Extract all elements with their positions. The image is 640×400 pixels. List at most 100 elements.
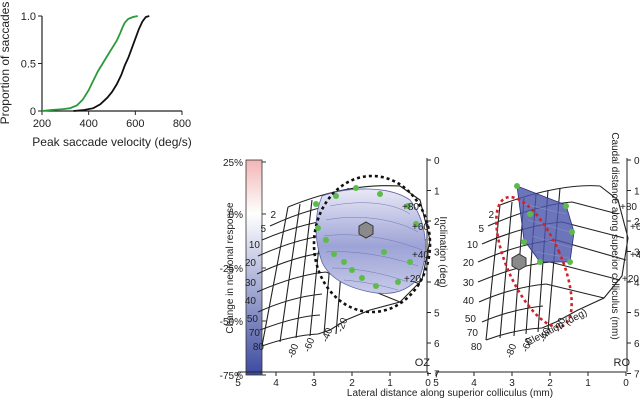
caudal-tick-label: 0 <box>434 156 440 167</box>
recording-site <box>563 203 569 209</box>
colorbar-label: Change in neuronal response <box>225 202 236 334</box>
sc-map-oz <box>256 174 432 347</box>
eccentricity-tick-label: 30 <box>463 278 475 289</box>
recording-site <box>323 237 329 243</box>
cdf-x-tick-label: 400 <box>79 118 97 130</box>
eccentricity-tick-label: 5 <box>260 224 266 235</box>
sc-map-ro <box>477 183 629 341</box>
cdf-x-tick-label: 600 <box>126 118 144 130</box>
eccentricity-tick-label: 5 <box>478 224 484 235</box>
eccentricity-tick-label: 40 <box>463 296 475 307</box>
lateral-tick-label: 4 <box>273 378 279 389</box>
elevation-tick-label: -60 <box>520 336 535 354</box>
recording-site <box>333 193 339 199</box>
sc-axes: 2510203040507080-20-40-60-80+80+60+40+20… <box>235 156 640 389</box>
cdf-ticks: 200 400 600 800 0 0.5 1.0 <box>21 11 191 130</box>
caudal-tick-label: 6 <box>634 339 640 350</box>
recording-site <box>381 249 387 255</box>
lateral-tick-label: 4 <box>471 378 477 389</box>
recording-site <box>569 229 575 235</box>
recording-site <box>413 221 419 227</box>
caudal-tick-label: 4 <box>434 278 440 289</box>
eccentricity-tick-label: 50 <box>465 314 477 325</box>
eccentricity-tick-label: 70 <box>249 328 261 339</box>
recording-site <box>315 225 321 231</box>
ro-marker <box>511 253 527 271</box>
lateral-tick-label: 3 <box>509 378 515 389</box>
eccentricity-tick-label: 80 <box>471 342 483 353</box>
lateral-tick-label: 1 <box>387 378 393 389</box>
cdf-x-label: Peak saccade velocity (deg/s) <box>32 135 191 149</box>
elevation-tick-label: -80 <box>286 342 301 360</box>
caudal-tick-label: 3 <box>634 248 640 259</box>
inclination-tick-label: +80 <box>620 202 637 213</box>
lateral-label: Lateral distance along superior collicul… <box>347 388 553 399</box>
elevation-tick-label: -60 <box>302 336 317 354</box>
oz-contour-lines <box>323 202 423 291</box>
colorbar-tick-label: -75% <box>220 371 243 382</box>
elevation-tick-label: -80 <box>504 342 519 360</box>
cdf-y-tick-label: 0.5 <box>21 59 36 71</box>
colorbar-tick-label: -50% <box>220 317 243 328</box>
eccentricity-tick-label: 30 <box>245 278 257 289</box>
eccentricity-tick-label: 2 <box>270 210 276 221</box>
cdf-x-tick-label: 800 <box>173 118 191 130</box>
eccentricity-tick-label: 20 <box>463 258 475 269</box>
lateral-tick-label: 1 <box>585 378 591 389</box>
cdf-x-tick-label: 200 <box>33 118 51 130</box>
recording-site <box>353 185 359 191</box>
cdf-y-tick-label: 1.0 <box>21 11 36 23</box>
eccentricity-tick-label: 50 <box>247 314 259 325</box>
inclination-tick-label: +40 <box>412 250 429 261</box>
lateral-tick-label: 5 <box>433 378 439 389</box>
lateral-tick-label: 2 <box>349 378 355 389</box>
caudal-tick-label: 1 <box>434 187 440 198</box>
colorbar-tick-label: 0% <box>229 210 244 221</box>
caudal-tick-label: 2 <box>434 217 440 228</box>
panel-id-ro: RO <box>614 357 631 369</box>
oz-dashed-boundary <box>312 174 432 314</box>
cdf-series <box>41 15 150 112</box>
recording-site <box>313 201 319 207</box>
elevation-tick-label: -40 <box>538 326 553 344</box>
colorbar: 25% 0% -25% -50% -75% Change in neuronal res… <box>220 158 266 382</box>
recording-site <box>395 279 401 285</box>
inclination-tick-label: +60 <box>630 222 640 233</box>
inclination-tick-label: +20 <box>622 274 639 285</box>
recording-site <box>405 203 411 209</box>
recording-site <box>349 267 355 273</box>
recording-site <box>521 239 527 245</box>
elevation-tick-label: -20 <box>553 316 568 334</box>
inclination-tick-label: +40 <box>630 250 640 261</box>
elevation-tick-label: -20 <box>335 316 350 334</box>
colorbar-tick-label: 25% <box>223 158 243 169</box>
cdf-y-tick-label: 0 <box>30 106 36 118</box>
recording-site <box>537 259 543 265</box>
recording-site <box>359 275 365 281</box>
elevation-label: Elevation (deg) <box>525 307 590 348</box>
elevation-tick-label: -40 <box>320 326 335 344</box>
caudal-tick-label: 3 <box>434 248 440 259</box>
cdf-series-line-1 <box>41 15 138 112</box>
lateral-tick-label: 0 <box>623 378 629 389</box>
caudal-tick-label: 0 <box>634 156 640 167</box>
recording-site <box>567 259 573 265</box>
ro-recording-sites <box>514 183 575 265</box>
caudal-tick-label: 6 <box>434 339 440 350</box>
eccentricity-tick-label: 70 <box>467 328 479 339</box>
colorbar-tick-label: -25% <box>220 264 243 275</box>
recording-site <box>373 283 379 289</box>
caudal-tick-label: 5 <box>634 309 640 320</box>
eccentricity-tick-label: 80 <box>253 342 265 353</box>
inclination-label: Inclination (deg) <box>437 216 448 287</box>
caudal-tick-label: 1 <box>634 187 640 198</box>
caudal-tick-label: 2 <box>634 217 640 228</box>
lateral-tick-label: 5 <box>235 378 241 389</box>
eccentricity-tick-label: 40 <box>245 296 257 307</box>
cdf-y-label: Proportion of saccades <box>0 2 12 125</box>
eccentricity-tick-label: 10 <box>249 240 261 251</box>
recording-site <box>514 183 520 189</box>
panel-id-oz: OZ <box>415 357 431 369</box>
caudal-tick-label: 7 <box>634 370 640 381</box>
